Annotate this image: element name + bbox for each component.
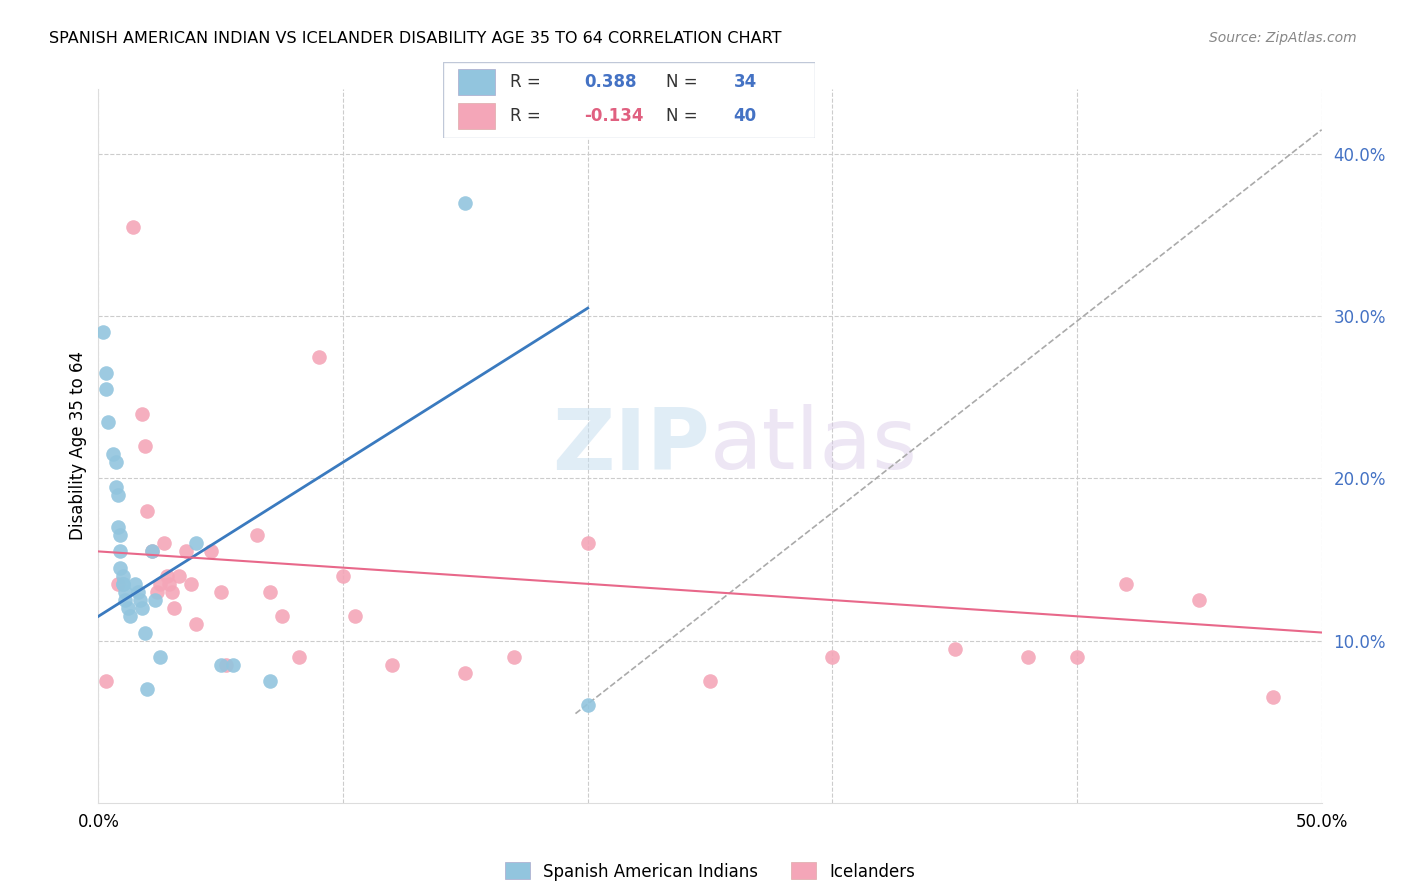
- Point: [114, 593, 136, 607]
- Point: [143, 593, 166, 607]
- Point: [127, 585, 149, 599]
- Point: [576, 698, 599, 713]
- Point: [107, 577, 129, 591]
- Point: [503, 649, 526, 664]
- Point: [156, 568, 179, 582]
- Point: [146, 585, 169, 599]
- Point: [110, 544, 132, 558]
- Point: [149, 649, 172, 664]
- Point: [160, 585, 183, 599]
- Point: [454, 195, 477, 210]
- Text: -0.134: -0.134: [585, 107, 644, 125]
- Point: [111, 577, 134, 591]
- Point: [246, 528, 269, 542]
- Point: [110, 560, 132, 574]
- Point: [104, 455, 127, 469]
- Point: [111, 568, 134, 582]
- Point: [134, 439, 156, 453]
- Point: [1115, 577, 1137, 591]
- Bar: [458, 69, 495, 95]
- Point: [308, 350, 330, 364]
- Bar: [458, 103, 495, 129]
- Point: [141, 544, 163, 558]
- Point: [381, 657, 404, 672]
- Point: [186, 536, 208, 550]
- Point: [114, 585, 136, 599]
- Point: [129, 593, 152, 607]
- Point: [344, 609, 367, 624]
- Point: [259, 674, 281, 689]
- Text: N =: N =: [666, 73, 703, 91]
- Point: [176, 544, 198, 558]
- Point: [943, 641, 966, 656]
- Point: [110, 528, 132, 542]
- FancyBboxPatch shape: [443, 62, 815, 138]
- Text: R =: R =: [510, 107, 546, 125]
- Point: [1261, 690, 1284, 705]
- Point: [200, 544, 222, 558]
- Text: 0.388: 0.388: [585, 73, 637, 91]
- Text: N =: N =: [666, 107, 703, 125]
- Point: [141, 544, 163, 558]
- Point: [121, 220, 143, 235]
- Point: [136, 682, 159, 697]
- Legend: Spanish American Indians, Icelanders: Spanish American Indians, Icelanders: [498, 855, 922, 888]
- Text: SPANISH AMERICAN INDIAN VS ICELANDER DISABILITY AGE 35 TO 64 CORRELATION CHART: SPANISH AMERICAN INDIAN VS ICELANDER DIS…: [49, 31, 782, 46]
- Point: [134, 625, 156, 640]
- Point: [117, 601, 139, 615]
- Point: [821, 649, 844, 664]
- Point: [124, 577, 146, 591]
- Point: [94, 674, 117, 689]
- Point: [288, 649, 311, 664]
- Point: [1188, 593, 1211, 607]
- Point: [94, 366, 117, 380]
- Text: Source: ZipAtlas.com: Source: ZipAtlas.com: [1209, 31, 1357, 45]
- Point: [91, 326, 114, 340]
- Point: [214, 657, 236, 672]
- Point: [131, 601, 153, 615]
- Text: ZIP: ZIP: [553, 404, 710, 488]
- Point: [104, 479, 127, 493]
- Point: [209, 657, 232, 672]
- Point: [167, 568, 190, 582]
- Point: [94, 382, 117, 396]
- Point: [1017, 649, 1039, 664]
- Point: [153, 536, 176, 550]
- Point: [157, 577, 180, 591]
- Point: [97, 415, 120, 429]
- Point: [107, 488, 129, 502]
- Point: [186, 617, 208, 632]
- Point: [1066, 649, 1088, 664]
- Point: [107, 520, 129, 534]
- Point: [111, 577, 134, 591]
- Point: [222, 657, 245, 672]
- Point: [332, 568, 354, 582]
- Point: [209, 585, 232, 599]
- Text: atlas: atlas: [710, 404, 918, 488]
- Point: [120, 609, 142, 624]
- Point: [136, 504, 159, 518]
- Point: [101, 447, 124, 461]
- Text: 34: 34: [734, 73, 756, 91]
- Point: [259, 585, 281, 599]
- Point: [149, 577, 172, 591]
- Text: 40: 40: [734, 107, 756, 125]
- Point: [699, 674, 721, 689]
- Point: [180, 577, 202, 591]
- Text: R =: R =: [510, 73, 546, 91]
- Y-axis label: Disability Age 35 to 64: Disability Age 35 to 64: [69, 351, 87, 541]
- Point: [454, 666, 477, 681]
- Point: [131, 407, 153, 421]
- Point: [270, 609, 294, 624]
- Point: [163, 601, 186, 615]
- Point: [576, 536, 599, 550]
